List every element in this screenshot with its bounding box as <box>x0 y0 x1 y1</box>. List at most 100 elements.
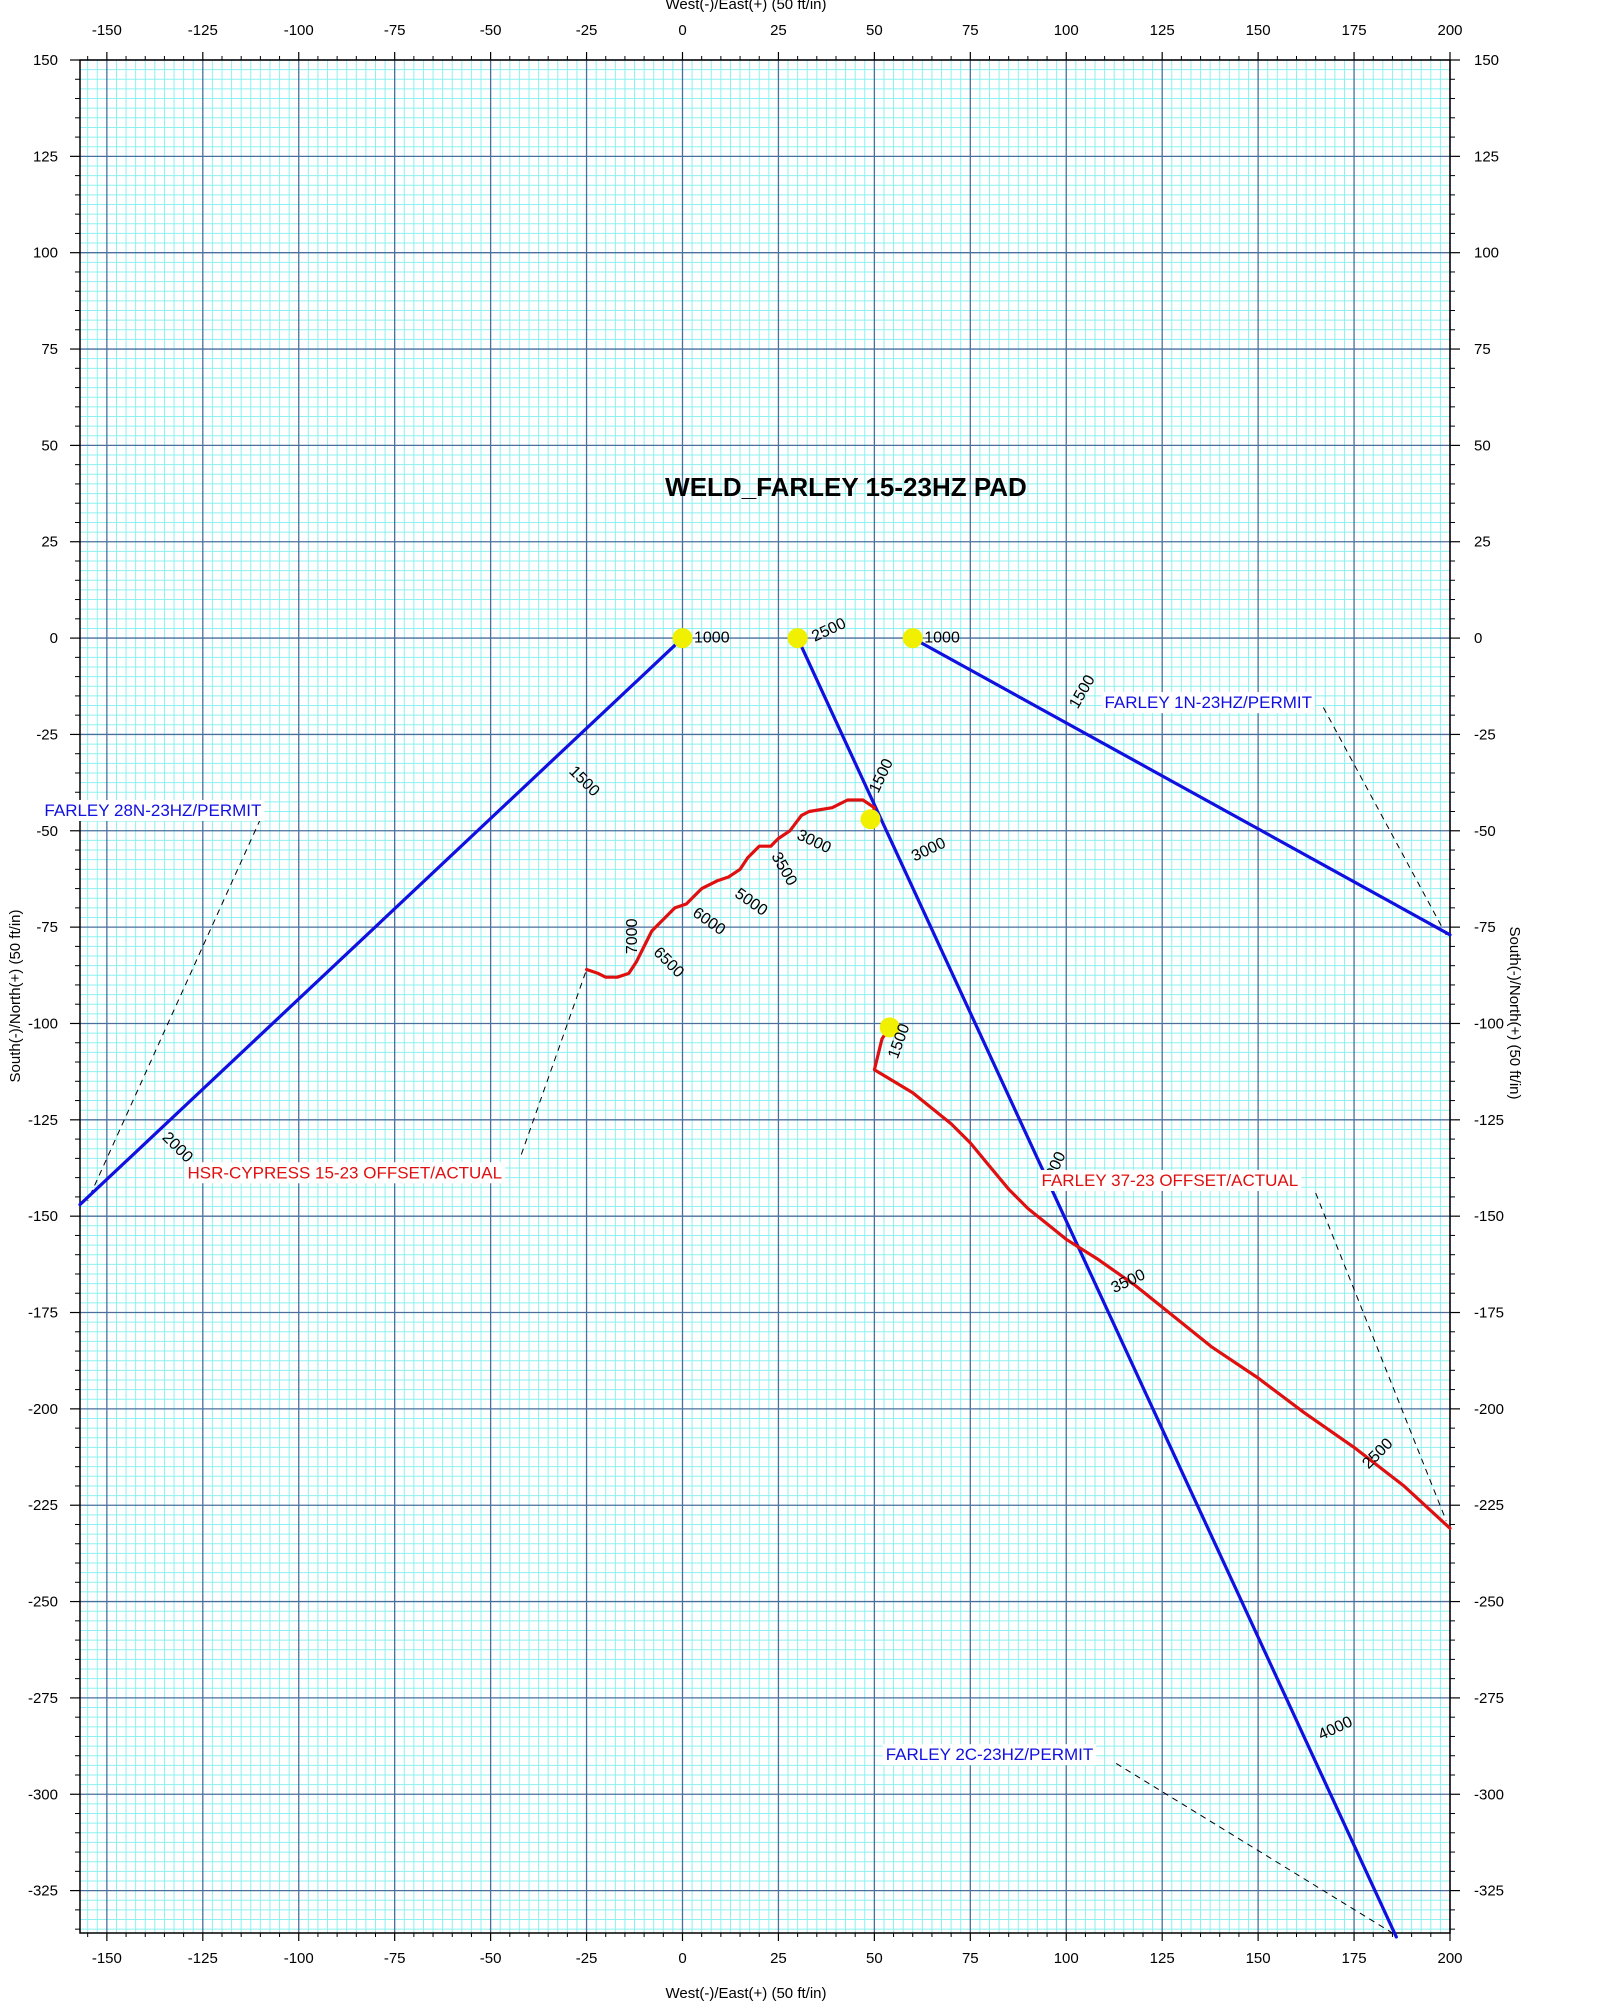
y-tick-label-right: 100 <box>1474 245 1499 262</box>
y-tick-label-right: -100 <box>1474 1015 1504 1032</box>
x-tick-label-top: 50 <box>866 22 883 39</box>
axis-tick-labels: -150 -150 -125 -125 -100 -100 -75 -75 -50 -50 -25 -… <box>28 22 1504 1967</box>
y-tick-label-left: 100 <box>33 245 58 262</box>
y-tick-label-right: -175 <box>1474 1305 1504 1322</box>
x-tick-label-bottom: 100 <box>1054 1950 1079 1967</box>
well-surface-marker <box>860 809 881 830</box>
series-line <box>872 1025 1452 1530</box>
md-label: 2500 <box>809 615 849 646</box>
md-label: 6000 <box>689 905 728 939</box>
axis-ticks <box>70 52 1460 1941</box>
y-tick-label-right: -225 <box>1474 1497 1504 1514</box>
well-name-label-bg <box>882 1744 1097 1766</box>
series-line <box>78 636 685 1207</box>
y-tick-label-right: 125 <box>1474 148 1499 165</box>
x-axis-title-bottom: West(-)/East(+) (50 ft/in) <box>665 1985 826 2002</box>
y-tick-label-right: -200 <box>1474 1401 1504 1418</box>
y-tick-label-left: -25 <box>36 726 58 743</box>
md-label: 1500 <box>866 756 897 796</box>
y-tick-label-right: 25 <box>1474 534 1491 551</box>
well-surface-marker <box>902 628 923 649</box>
y-tick-label-left: -250 <box>28 1594 58 1611</box>
plot-frame <box>79 59 1451 1934</box>
y-tick-label-right: 150 <box>1474 52 1499 69</box>
md-label: 1000 <box>924 629 960 646</box>
well-surface-marker <box>787 628 808 649</box>
x-tick-label-bottom: 75 <box>962 1950 979 1967</box>
y-tick-label-right: -275 <box>1474 1690 1504 1707</box>
well-markers <box>672 628 923 1038</box>
md-label: 1000 <box>694 629 730 646</box>
well-annotations: FARLEY 28N-23HZ/PERMIT FARLEY 1N-23HZ/PER… <box>41 692 1316 1766</box>
series-layer <box>78 636 1452 1939</box>
well-surface-marker <box>672 628 693 649</box>
annotation-leader-line <box>1115 1763 1393 1934</box>
y-tick-label-left: -150 <box>28 1208 58 1225</box>
y-tick-label-left: -275 <box>28 1690 58 1707</box>
major-grid <box>80 59 1451 1933</box>
well-name-label-bg <box>1101 692 1316 714</box>
x-tick-label-bottom: 125 <box>1150 1950 1175 1967</box>
x-tick-label-top: 125 <box>1150 22 1175 39</box>
y-tick-label-left: -200 <box>28 1401 58 1418</box>
md-label: 4000 <box>1316 1713 1356 1744</box>
y-tick-label-left: -100 <box>28 1015 58 1032</box>
md-label: 7000 <box>624 918 641 954</box>
well-name-label: FARLEY 2C-23HZ/PERMIT <box>886 1745 1094 1764</box>
x-tick-label-bottom: 150 <box>1246 1950 1271 1967</box>
x-tick-label-top: -25 <box>576 22 598 39</box>
y-tick-label-right: -25 <box>1474 726 1496 743</box>
y-tick-label-left: -325 <box>28 1883 58 1900</box>
y-tick-label-left: -50 <box>36 823 58 840</box>
series-line <box>584 798 877 979</box>
x-tick-label-top: -125 <box>188 22 218 39</box>
x-tick-label-bottom: -100 <box>284 1950 314 1967</box>
y-axis-title-right: South(-)/North(+) (50 ft/in) <box>1506 927 1523 1100</box>
y-tick-label-right: -250 <box>1474 1594 1504 1611</box>
well-name-label: FARLEY 37-23 OFFSET/ACTUAL <box>1042 1171 1299 1190</box>
md-label: 3000 <box>909 835 949 866</box>
well-name-label: HSR-CYPRESS 15-23 OFFSET/ACTUAL <box>188 1163 503 1182</box>
annotation-leaders <box>87 707 1447 1934</box>
md-label: 5000 <box>731 885 770 919</box>
x-tick-label-top: -50 <box>480 22 502 39</box>
x-tick-label-bottom: 0 <box>678 1950 686 1967</box>
x-tick-label-top: 200 <box>1437 22 1462 39</box>
series-line <box>795 636 1398 1939</box>
x-tick-label-bottom: -50 <box>480 1950 502 1967</box>
well-name-label-bg <box>1038 1169 1302 1191</box>
x-tick-label-top: 25 <box>770 22 787 39</box>
x-tick-label-top: -75 <box>384 22 406 39</box>
y-tick-label-left: -125 <box>28 1112 58 1129</box>
x-tick-label-top: 150 <box>1246 22 1271 39</box>
y-tick-label-left: 0 <box>50 630 58 647</box>
y-tick-label-left: -175 <box>28 1305 58 1322</box>
y-tick-label-left: 75 <box>41 341 58 358</box>
y-tick-label-left: -300 <box>28 1786 58 1803</box>
x-tick-label-bottom: 200 <box>1437 1950 1462 1967</box>
x-tick-label-bottom: 175 <box>1342 1950 1367 1967</box>
x-tick-label-top: -100 <box>284 22 314 39</box>
x-tick-label-top: -150 <box>92 22 122 39</box>
x-tick-label-bottom: -150 <box>92 1950 122 1967</box>
x-tick-label-top: 175 <box>1342 22 1367 39</box>
y-tick-label-right: -50 <box>1474 823 1496 840</box>
y-tick-label-left: 50 <box>41 437 58 454</box>
well-surface-marker <box>879 1017 900 1038</box>
chart-title: WELD_FARLEY 15-23HZ PAD <box>665 472 1027 502</box>
well-name-label: FARLEY 28N-23HZ/PERMIT <box>44 801 261 820</box>
y-tick-label-left: 25 <box>41 534 58 551</box>
y-tick-label-right: 75 <box>1474 341 1491 358</box>
well-name-label-bg <box>184 1162 506 1184</box>
y-tick-label-right: 50 <box>1474 437 1491 454</box>
y-tick-label-right: 0 <box>1474 630 1482 647</box>
series-line <box>911 636 1452 937</box>
y-tick-label-right: -125 <box>1474 1112 1504 1129</box>
x-tick-label-bottom: 50 <box>866 1950 883 1967</box>
y-tick-label-left: 125 <box>33 148 58 165</box>
y-tick-label-left: 150 <box>33 52 58 69</box>
x-tick-label-top: 0 <box>678 22 686 39</box>
md-label: 1500 <box>565 763 602 800</box>
y-tick-label-right: -150 <box>1474 1208 1504 1225</box>
